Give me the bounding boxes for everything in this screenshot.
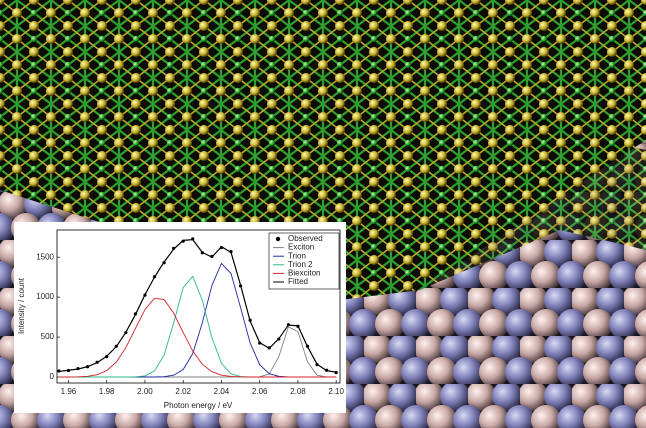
x-tick-label: 2.00 — [137, 387, 153, 396]
x-tick-label: 1.96 — [61, 387, 77, 396]
y-axis-label: Intensity / count — [17, 277, 26, 334]
x-axis-label: Photon energy / eV — [164, 401, 233, 410]
legend-symbol — [275, 236, 281, 242]
background-lattice-edge — [340, 120, 646, 290]
series-line — [58, 238, 337, 373]
x-tick-label: 2.06 — [252, 387, 268, 396]
x-tick-label: 2.10 — [328, 387, 344, 396]
legend-label: Exciton — [288, 243, 314, 252]
legend-label: Observed — [288, 234, 323, 243]
plot-frame — [56, 229, 341, 384]
legend — [268, 232, 340, 290]
x-tick-label: 1.98 — [99, 387, 115, 396]
series-line — [58, 297, 337, 378]
y-tick-label: 1000 — [36, 292, 54, 301]
legend-label: Biexciton — [288, 269, 320, 278]
y-tick-label: 1500 — [36, 252, 54, 261]
y-tick-label: 500 — [41, 332, 55, 341]
x-tick-label: 2.04 — [214, 387, 230, 396]
legend-label: Trion 2 — [288, 260, 313, 269]
legend-label: Trion — [288, 251, 306, 260]
legend-label: Fitted — [288, 277, 308, 286]
inset-chart: Photon energy / eV Intensity / count — [14, 222, 346, 413]
x-tick-label: 2.02 — [175, 387, 191, 396]
x-tick-label: 2.08 — [290, 387, 306, 396]
y-tick-label: 0 — [50, 372, 55, 381]
